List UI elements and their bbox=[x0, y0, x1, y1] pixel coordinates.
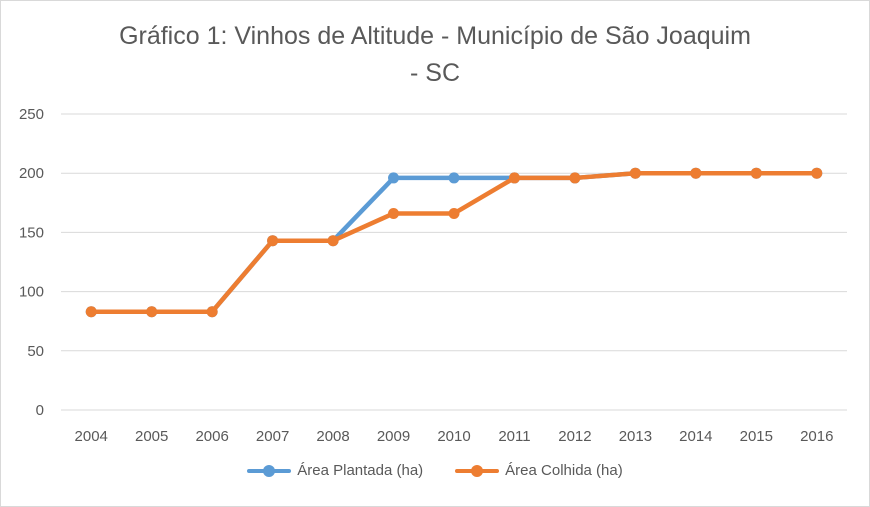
legend-label-planted: Área Plantada (ha) bbox=[297, 462, 424, 479]
data-point-series1-2015 bbox=[750, 167, 762, 179]
y-tick-label-0: 0 bbox=[36, 402, 44, 419]
x-tick-label-2009: 2009 bbox=[377, 428, 410, 445]
x-tick-label-2007: 2007 bbox=[256, 428, 289, 445]
legend-swatch-harvested bbox=[455, 463, 500, 479]
chart-title-line-2: - SC bbox=[410, 59, 460, 87]
x-tick-label-2006: 2006 bbox=[195, 428, 228, 445]
data-point-series1-2014 bbox=[690, 167, 702, 179]
x-tick-label-2004: 2004 bbox=[75, 428, 108, 445]
legend-swatch-planted bbox=[247, 463, 292, 479]
data-point-series0-2009 bbox=[388, 172, 400, 184]
data-point-series1-2006 bbox=[206, 306, 218, 318]
x-tick-label-2016: 2016 bbox=[800, 428, 833, 445]
legend-item-planted: Área Plantada (ha) bbox=[247, 462, 423, 479]
legend: Área Plantada (ha) Área Colhida (ha) bbox=[0, 462, 870, 479]
data-point-series1-2012 bbox=[569, 172, 581, 184]
chart-title: Gráfico 1: Vinhos de Altitude - Municípi… bbox=[60, 18, 810, 92]
data-point-series1-2004 bbox=[85, 306, 97, 318]
x-tick-label-2014: 2014 bbox=[679, 428, 712, 445]
series-line-0 bbox=[88, 170, 820, 314]
series-line-1 bbox=[88, 170, 820, 314]
y-tick-label-200: 200 bbox=[19, 165, 44, 182]
data-point-series1-2010 bbox=[448, 207, 460, 219]
legend-label-harvested: Área Colhida (ha) bbox=[505, 462, 623, 479]
y-tick-label-150: 150 bbox=[19, 224, 44, 241]
y-tick-label-50: 50 bbox=[27, 343, 44, 360]
x-tick-label-2015: 2015 bbox=[740, 428, 773, 445]
data-point-series1-2009 bbox=[388, 207, 400, 219]
data-point-series1-2008 bbox=[327, 235, 339, 247]
chart-title-line-1: Gráfico 1: Vinhos de Altitude - Municípi… bbox=[119, 22, 751, 50]
x-tick-label-2011: 2011 bbox=[498, 428, 530, 445]
data-point-series1-2013 bbox=[629, 167, 641, 179]
data-point-series1-2011 bbox=[508, 172, 520, 184]
x-tick-label-2010: 2010 bbox=[437, 428, 470, 445]
legend-item-harvested: Área Colhida (ha) bbox=[455, 462, 623, 479]
y-tick-label-100: 100 bbox=[19, 284, 44, 301]
data-point-series1-2016 bbox=[811, 167, 823, 179]
data-point-series0-2010 bbox=[448, 172, 460, 184]
x-tick-label-2013: 2013 bbox=[619, 428, 652, 445]
x-tick-label-2008: 2008 bbox=[316, 428, 349, 445]
y-tick-label-250: 250 bbox=[19, 106, 44, 123]
data-point-series1-2005 bbox=[146, 306, 158, 318]
x-tick-label-2012: 2012 bbox=[558, 428, 591, 445]
x-tick-label-2005: 2005 bbox=[135, 428, 168, 445]
data-point-series1-2007 bbox=[267, 235, 279, 247]
